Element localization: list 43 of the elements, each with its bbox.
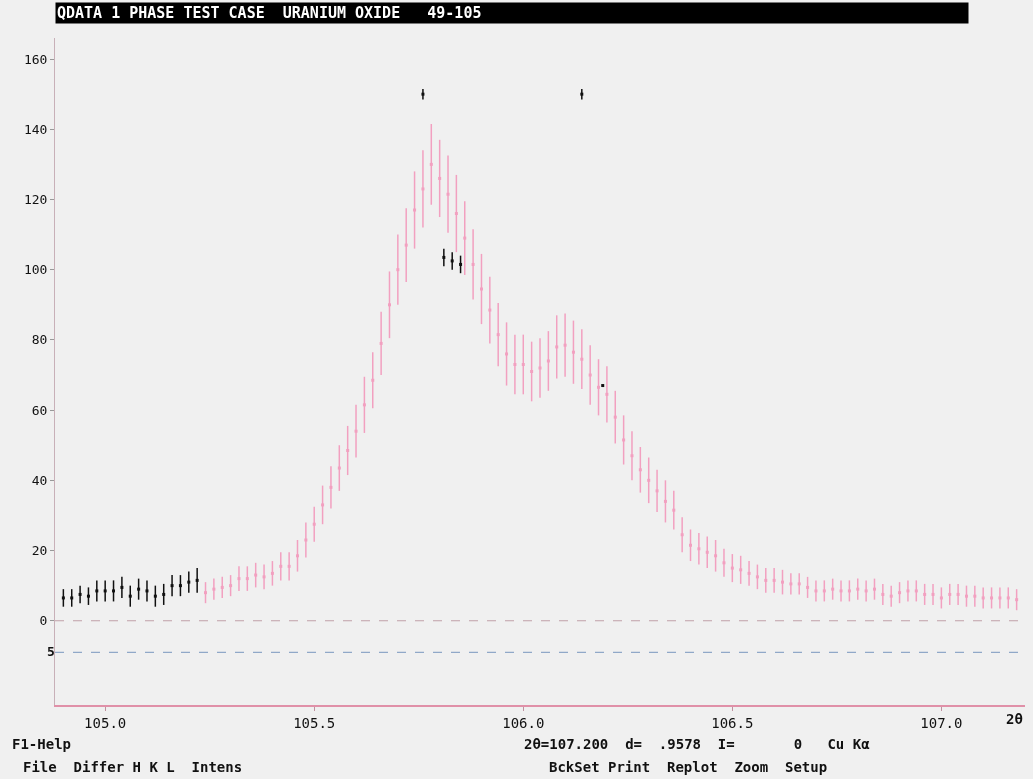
y-tick-label: 60 — [31, 402, 48, 418]
y-tick-label: 40 — [31, 472, 48, 488]
y-tick-label: 80 — [31, 332, 48, 348]
text: 2θ=107.200 d= .9578 I= 0 Cu Kα — [524, 736, 870, 752]
x-tick-label: 106.0 — [502, 714, 545, 731]
point — [103, 589, 107, 593]
point — [450, 259, 454, 263]
x-tick-label: 106.5 — [711, 714, 754, 731]
point — [95, 589, 99, 593]
y-tick-label: 160 — [23, 51, 48, 67]
text: BckSet Print Replot Zoom Setup — [549, 759, 828, 775]
y-tick-label: 0 — [39, 613, 48, 629]
point — [459, 262, 463, 266]
chart-title: QDATA 1 PHASE TEST CASE URANIUM OXIDE 49-105 — [57, 4, 482, 22]
point — [187, 580, 191, 584]
point — [78, 592, 82, 596]
point — [120, 585, 124, 589]
point — [86, 594, 90, 598]
point — [162, 592, 166, 596]
point — [153, 594, 157, 598]
point — [112, 589, 116, 593]
point — [421, 92, 425, 96]
point — [128, 594, 132, 598]
point — [61, 596, 65, 600]
point — [170, 584, 174, 588]
point — [580, 92, 584, 96]
point — [145, 589, 149, 593]
y-tick-label: 140 — [23, 121, 48, 137]
point — [195, 578, 199, 582]
text: 5 — [47, 644, 55, 659]
x-tick-label: 105.0 — [84, 714, 127, 731]
text: File Differ H K L Intens — [23, 759, 243, 775]
y-tick-label: 120 — [23, 192, 48, 208]
y-tick-label: 100 — [23, 262, 48, 278]
point — [442, 255, 446, 259]
text: F1-Help — [12, 736, 72, 752]
x-tick-label: 107.0 — [920, 714, 963, 731]
point — [137, 587, 141, 591]
x-axis-title: 2θ — [1006, 711, 1023, 727]
point — [70, 596, 74, 600]
x-tick-label: 105.5 — [293, 714, 336, 731]
point — [178, 584, 182, 588]
y-tick-label: 20 — [31, 543, 48, 559]
